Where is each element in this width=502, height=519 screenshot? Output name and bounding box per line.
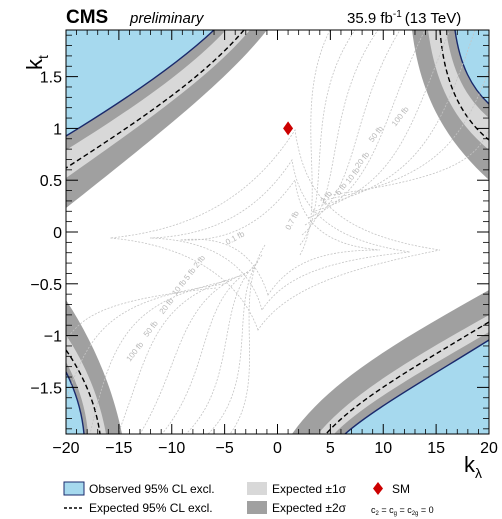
y-tick-label: −1.5 (30, 380, 62, 397)
legend-band2-swatch (247, 501, 267, 514)
sm-marker-group (283, 121, 294, 136)
x-axis-title: kλ (464, 452, 482, 481)
sm-point-marker (283, 121, 294, 136)
x-tick-label: 20 (480, 440, 498, 457)
x-tick-label: −15 (105, 440, 132, 457)
x-tick-label: 15 (427, 440, 445, 457)
x-tick-label: 0 (273, 440, 282, 457)
legend-band2-label: Expected ±2σ (272, 501, 347, 515)
exclusion-top-left (66, 30, 267, 208)
y-axis-title: kt (22, 55, 51, 70)
legend-observed-swatch (63, 481, 85, 496)
legend: Observed 95% CL excl. Expected ±1σ SM Ex… (63, 481, 434, 517)
legend-observed-label: Observed 95% CL excl. (89, 482, 215, 496)
contours-upper (299, 30, 489, 256)
status-label: preliminary (129, 10, 205, 27)
luminosity-label: 35.9 fb-1 (13 TeV) (347, 9, 461, 27)
legend-couplings-note: c2 = cg = c2g = 0 (371, 505, 434, 517)
exclusion-bottom-right (292, 290, 489, 434)
x-tick-label: 5 (326, 440, 335, 457)
contours-center (109, 128, 441, 331)
y-tick-label: −0.5 (30, 277, 62, 294)
x-tick-label: −10 (158, 440, 185, 457)
y-tick-label: −1 (44, 329, 62, 346)
legend-sm-marker (373, 482, 383, 495)
y-tick-label: 0 (53, 225, 62, 242)
y-tick-label: 1 (53, 121, 62, 138)
legend-band1-label: Expected ±1σ (272, 482, 347, 496)
x-tick-label: −20 (52, 440, 79, 457)
y-tick-label: 0.5 (40, 173, 62, 190)
legend-expected-label: Expected 95% CL excl. (89, 501, 213, 515)
exclusion-top-right (412, 30, 489, 180)
contours-lower (66, 244, 266, 434)
x-tick-label: −5 (216, 440, 234, 457)
legend-band1-swatch (247, 482, 267, 495)
experiment-label: CMS (66, 7, 108, 28)
legend-sm-label: SM (392, 482, 410, 496)
axis-ticks: −20 −15 −10 −5 0 5 10 15 20 −1.5 −1 −0.5 0 0.5 1 1.5 (30, 30, 498, 457)
y-tick-label: 1.5 (40, 70, 62, 87)
x-tick-label: 10 (374, 440, 392, 457)
